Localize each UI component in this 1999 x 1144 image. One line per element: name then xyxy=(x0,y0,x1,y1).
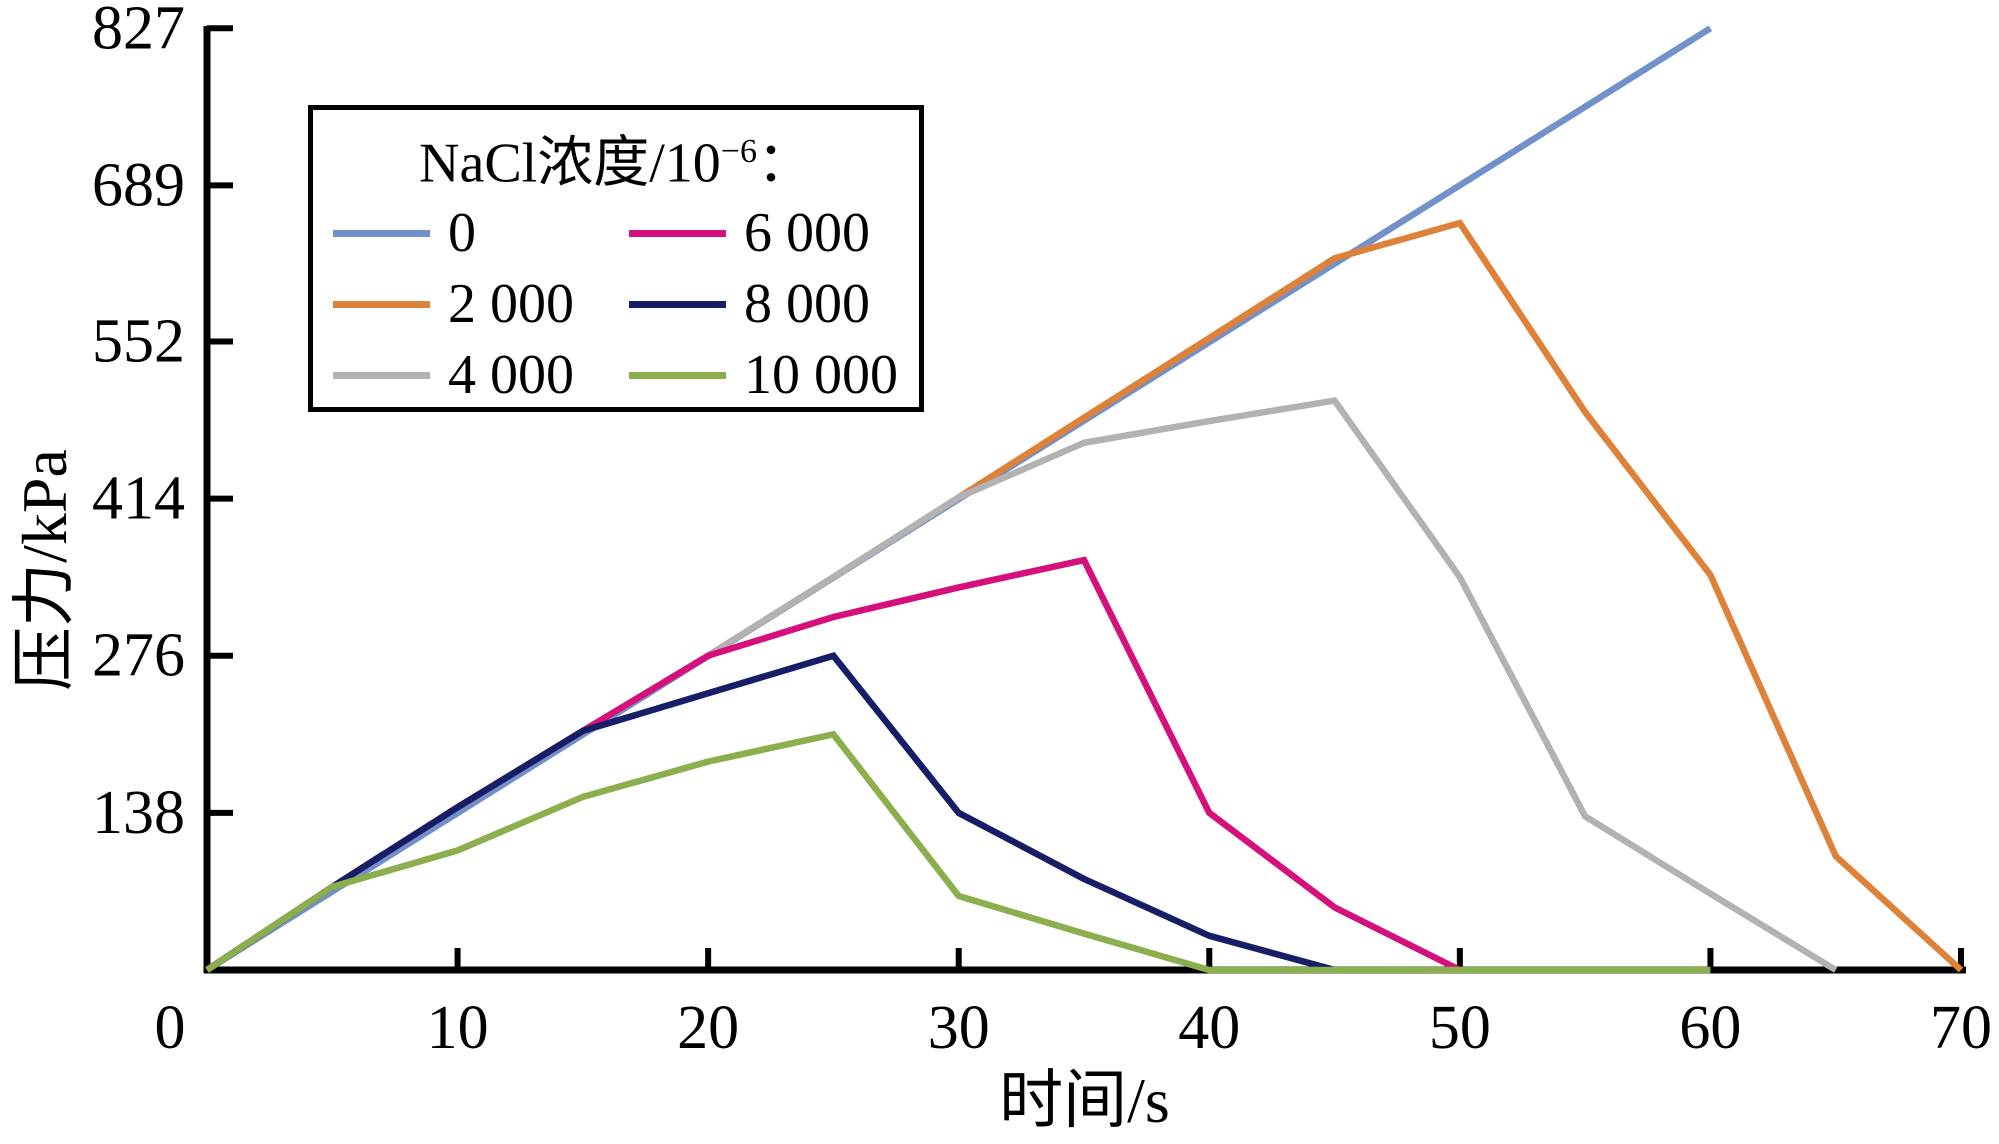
y-tick-label: 138 xyxy=(92,779,185,847)
legend-swatch-line xyxy=(629,300,726,308)
series-line-6000 xyxy=(205,556,1462,973)
legend-entry-label: 0 xyxy=(448,202,476,265)
x-tick-label: 50 xyxy=(1429,994,1491,1062)
x-tick-label: 0 xyxy=(155,994,186,1062)
y-axis-title: 压力/kPa xyxy=(9,449,80,691)
x-tick-label: 10 xyxy=(427,994,489,1062)
x-tick-label: 60 xyxy=(1679,994,1741,1062)
legend-swatch-line xyxy=(333,300,430,308)
legend-title-superscript: −6 xyxy=(720,133,757,170)
legend-entries: 0 2 000 4 000 6 000 8 000 10 000 xyxy=(333,198,919,411)
legend-swatch-line xyxy=(333,371,430,379)
x-tick-label: 30 xyxy=(928,994,990,1062)
legend-entry: 4 000 xyxy=(333,340,629,411)
legend-entry: 8 000 xyxy=(629,269,919,340)
legend-swatch-line xyxy=(629,371,726,379)
legend-title: NaCl浓度/10−6： xyxy=(313,122,919,194)
y-tick-label: 689 xyxy=(92,151,185,219)
legend-entry: 10 000 xyxy=(629,340,919,411)
legend-swatch-line xyxy=(629,229,726,237)
series-line-8000 xyxy=(205,651,1336,974)
legend-entry-label: 10 000 xyxy=(744,344,898,407)
legend-swatch-line xyxy=(333,229,430,237)
legend-entry-label: 8 000 xyxy=(744,273,870,336)
x-tick-label: 40 xyxy=(1178,994,1240,1062)
x-tick-label: 70 xyxy=(1930,994,1992,1062)
legend-entry-label: 4 000 xyxy=(448,344,574,407)
legend-entry-label: 6 000 xyxy=(744,202,870,265)
legend-entry: 2 000 xyxy=(333,269,629,340)
y-tick-label: 552 xyxy=(92,307,185,375)
legend-entry: 0 xyxy=(333,198,629,269)
legend-entry: 6 000 xyxy=(629,198,919,269)
series-line-4000 xyxy=(205,397,1838,973)
x-tick-label: 20 xyxy=(677,994,739,1062)
legend-title-text: NaCl浓度/10 xyxy=(419,132,721,195)
legend-entry-label: 2 000 xyxy=(448,273,574,336)
y-tick-label: 827 xyxy=(92,0,185,62)
y-tick-label: 276 xyxy=(92,622,185,690)
legend: NaCl浓度/10−6： 0 2 000 4 000 6 000 8 000 10 000 xyxy=(308,105,924,412)
x-axis-title: 时间/s xyxy=(999,1065,1170,1136)
series-line-10000 xyxy=(205,730,1711,974)
legend-title-colon: ： xyxy=(756,132,813,195)
y-tick-label: 414 xyxy=(92,465,185,533)
